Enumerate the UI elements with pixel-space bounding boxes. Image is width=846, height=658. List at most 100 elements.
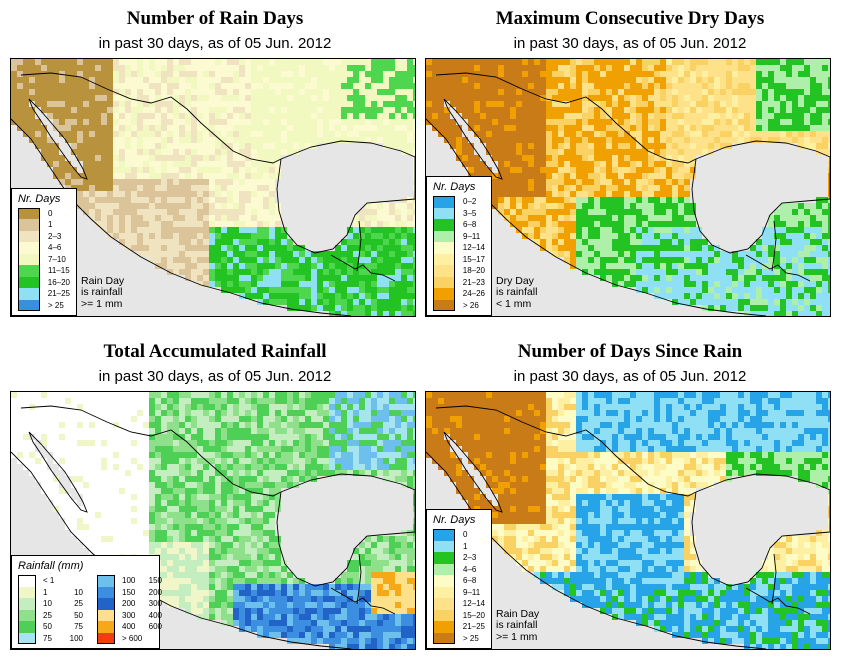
grid-cell [389,221,395,227]
grid-cell [77,422,83,428]
grid-cell [299,305,305,311]
grid-cell [299,299,305,305]
grid-cell [642,95,648,101]
grid-cell [209,227,215,233]
grid-cell [383,275,389,281]
grid-cell [365,113,371,119]
grid-cell [672,131,678,137]
grid-cell [113,107,119,113]
grid-cell [365,293,371,299]
grid-cell [690,149,696,155]
grid-cell [89,77,95,83]
grid-cell [107,416,113,422]
grid-cell [510,221,516,227]
grid-cell [275,281,281,287]
grid-cell [299,59,305,65]
grid-cell [612,179,618,185]
grid-cell [492,185,498,191]
grid-cell [582,113,588,119]
grid-cell [167,398,173,404]
grid-cell [474,95,480,101]
grid-cell [456,131,462,137]
grid-cell [696,149,702,155]
grid-cell [780,221,786,227]
grid-cell [275,257,281,263]
grid-cell [323,398,329,404]
legend: Nr. Days 0 1 2–3 4–6 7–10 11–15 16–20 21–25 > 25 [11,187,77,316]
grid-cell [77,404,83,410]
grid-cell [113,203,119,209]
grid-cell [600,125,606,131]
grid-cell [648,191,654,197]
grid-cell [275,65,281,71]
grid-cell [317,269,323,275]
grid-cell [353,65,359,71]
grid-cell [750,293,756,299]
grid-cell [660,275,666,281]
grid-cell [377,434,383,440]
grid-cell [552,209,558,215]
grid-cell [215,269,221,275]
grid-cell [197,71,203,77]
grid-cell [654,275,660,281]
grid-cell [786,137,792,143]
grid-cell [293,281,299,287]
grid-cell [131,89,137,95]
grid-cell [233,89,239,95]
grid-cell [125,416,131,422]
grid-cell [263,245,269,251]
grid-cell [209,113,215,119]
grid-cell [137,203,143,209]
grid-cell [263,77,269,83]
grid-cell [377,428,383,434]
grid-cell [185,155,191,161]
grid-cell [636,227,642,233]
grid-cell [275,392,281,398]
grid-cell [822,251,828,257]
grid-cell [347,392,353,398]
grid-cell [389,311,395,316]
grid-cell [245,209,251,215]
grid-cell [143,428,149,434]
grid-cell [227,131,233,137]
grid-cell [263,398,269,404]
grid-cell [642,119,648,125]
grid-cell [570,203,576,209]
grid-cell [143,59,149,65]
grid-cell [672,149,678,155]
grid-cell [413,83,415,89]
grid-cell [311,275,317,281]
grid-cell [161,179,167,185]
grid-cell [131,167,137,173]
grid-cell [666,281,672,287]
grid-cell [522,107,528,113]
grid-cell [510,161,516,167]
grid-cell [792,125,798,131]
grid-cell [347,65,353,71]
grid-cell [606,251,612,257]
grid-cell [804,125,810,131]
grid-cell [161,167,167,173]
grid-cell [113,452,119,458]
grid-cell [510,119,516,125]
grid-cell [666,65,672,71]
grid-cell [245,410,251,416]
grid-cell [143,215,149,221]
grid-cell [113,155,119,161]
grid-cell [462,89,468,95]
grid-cell [239,143,245,149]
grid-cell [161,155,167,161]
grid-cell [383,263,389,269]
grid-cell [678,65,684,71]
grid-cell [215,95,221,101]
grid-cell [774,101,780,107]
grid-cell [371,59,377,65]
grid-cell [401,77,407,83]
grid-cell [648,83,654,89]
grid-cell [275,209,281,215]
grid-cell [492,119,498,125]
grid-cell [113,65,119,71]
grid-cell [768,107,774,113]
grid-cell [654,101,660,107]
grid-cell [161,446,167,452]
